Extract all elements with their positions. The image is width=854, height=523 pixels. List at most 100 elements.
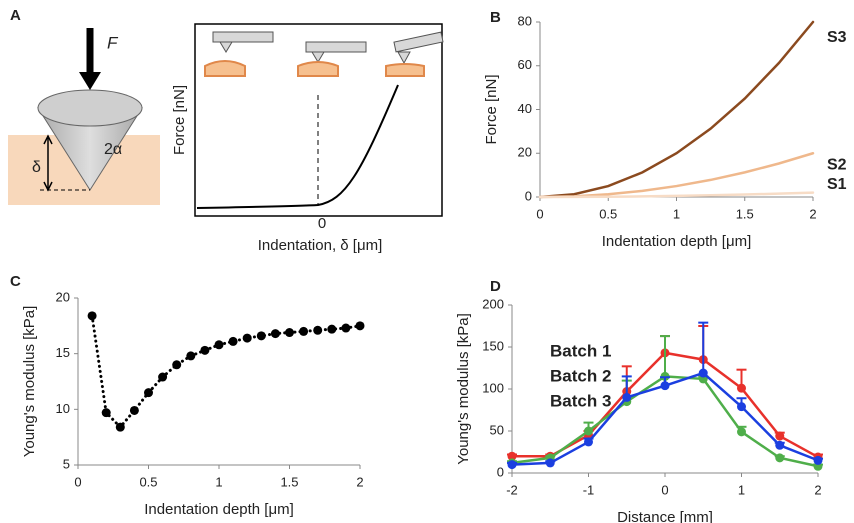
- marker: [313, 325, 323, 335]
- x-axis-label: Indentation, δ [μm]: [258, 237, 383, 254]
- marker: [101, 408, 111, 418]
- marker: [698, 368, 708, 378]
- y-axis-label: Young's modulus [kPa]: [455, 313, 472, 465]
- legend-label: S3: [827, 29, 847, 46]
- schematic-curve: [196, 84, 399, 209]
- x-tick-label: 0: [661, 482, 668, 497]
- y-tick-label: 5: [63, 456, 70, 471]
- tip: [397, 51, 411, 65]
- y-axis-label: Force [nN]: [171, 85, 188, 155]
- x-tick-label: 2: [809, 206, 816, 221]
- marker: [660, 381, 670, 391]
- cell: [385, 63, 425, 77]
- marker: [775, 431, 785, 441]
- y-tick-label: 0: [525, 188, 532, 203]
- marker: [813, 455, 823, 465]
- cantilever: [212, 31, 274, 43]
- panel-label: D: [490, 278, 501, 295]
- tip: [311, 51, 325, 63]
- x-tick-label: 2: [814, 482, 821, 497]
- marker: [299, 326, 309, 336]
- cantilever: [393, 31, 444, 53]
- force-label: F: [107, 33, 119, 52]
- x-tick-label: 0: [318, 215, 326, 232]
- y-tick-label: 100: [482, 380, 504, 395]
- y-tick-label: 20: [518, 145, 532, 160]
- x-tick-label: -1: [583, 482, 595, 497]
- x-tick-label: 0: [74, 474, 81, 489]
- x-tick-label: 0.5: [139, 474, 157, 489]
- cantilevers: [212, 31, 444, 65]
- y-tick-label: 10: [56, 401, 70, 416]
- y-axis-label: Force [nN]: [483, 74, 500, 144]
- depth-label: δ: [32, 159, 41, 176]
- series-line: [538, 152, 815, 199]
- x-axis-label: Indentation depth [μm]: [602, 233, 752, 250]
- legend-label: Batch 2: [550, 366, 611, 385]
- force-arrow-head: [79, 72, 101, 90]
- cell: [297, 61, 339, 77]
- marker: [584, 426, 593, 436]
- marker: [270, 329, 280, 339]
- x-tick-label: 1: [215, 474, 222, 489]
- marker: [172, 360, 182, 370]
- panel-label: A: [10, 7, 21, 24]
- marker: [355, 321, 365, 331]
- marker: [87, 311, 97, 321]
- marker: [507, 460, 517, 470]
- marker: [214, 340, 224, 350]
- marker: [507, 451, 517, 461]
- marker: [545, 458, 555, 468]
- x-tick-label: 1.5: [736, 206, 754, 221]
- marker: [341, 323, 351, 333]
- x-tick-label: 2: [356, 474, 363, 489]
- y-tick-label: 15: [56, 345, 70, 360]
- x-tick-label: 1: [738, 482, 745, 497]
- marker: [737, 427, 746, 437]
- marker: [129, 405, 139, 415]
- marker: [186, 351, 196, 361]
- marker: [775, 440, 785, 450]
- legend-label: S1: [827, 176, 847, 193]
- x-axis-label: Distance [mm]: [617, 509, 713, 523]
- x-tick-label: 1: [673, 206, 680, 221]
- y-tick-label: 40: [518, 101, 532, 116]
- marker: [737, 402, 746, 412]
- legend-label: S2: [827, 156, 847, 173]
- tip: [219, 41, 233, 53]
- x-axis-label: Indentation depth [μm]: [144, 501, 294, 518]
- x-tick-label: -2: [506, 482, 518, 497]
- series-line: [538, 191, 815, 199]
- x-tick-label: 1.5: [280, 474, 298, 489]
- marker: [737, 383, 746, 393]
- angle-label: 2α: [104, 141, 122, 158]
- panel-label: C: [10, 273, 21, 290]
- marker: [144, 388, 153, 398]
- legend-label: Batch 3: [550, 391, 611, 410]
- marker: [584, 437, 593, 447]
- cone-top: [37, 89, 143, 127]
- curve-box: [194, 23, 443, 217]
- marker: [115, 422, 125, 432]
- marker: [256, 331, 266, 341]
- y-tick-label: 20: [56, 289, 70, 304]
- marker: [622, 392, 632, 402]
- legend-label: Batch 1: [550, 341, 611, 360]
- y-tick-label: 150: [482, 338, 504, 353]
- series-line: [538, 20, 815, 199]
- cells: [204, 60, 425, 77]
- y-axis-label: Young's modulus [kPa]: [21, 306, 38, 458]
- x-tick-label: 0.5: [599, 206, 617, 221]
- y-tick-label: 0: [497, 464, 504, 479]
- marker: [327, 324, 337, 334]
- marker: [228, 336, 238, 346]
- y-tick-label: 80: [518, 13, 532, 28]
- marker: [200, 345, 210, 355]
- cantilever: [305, 41, 367, 53]
- marker: [242, 333, 252, 343]
- cell: [204, 60, 246, 77]
- y-tick-label: 60: [518, 57, 532, 72]
- marker: [158, 372, 168, 382]
